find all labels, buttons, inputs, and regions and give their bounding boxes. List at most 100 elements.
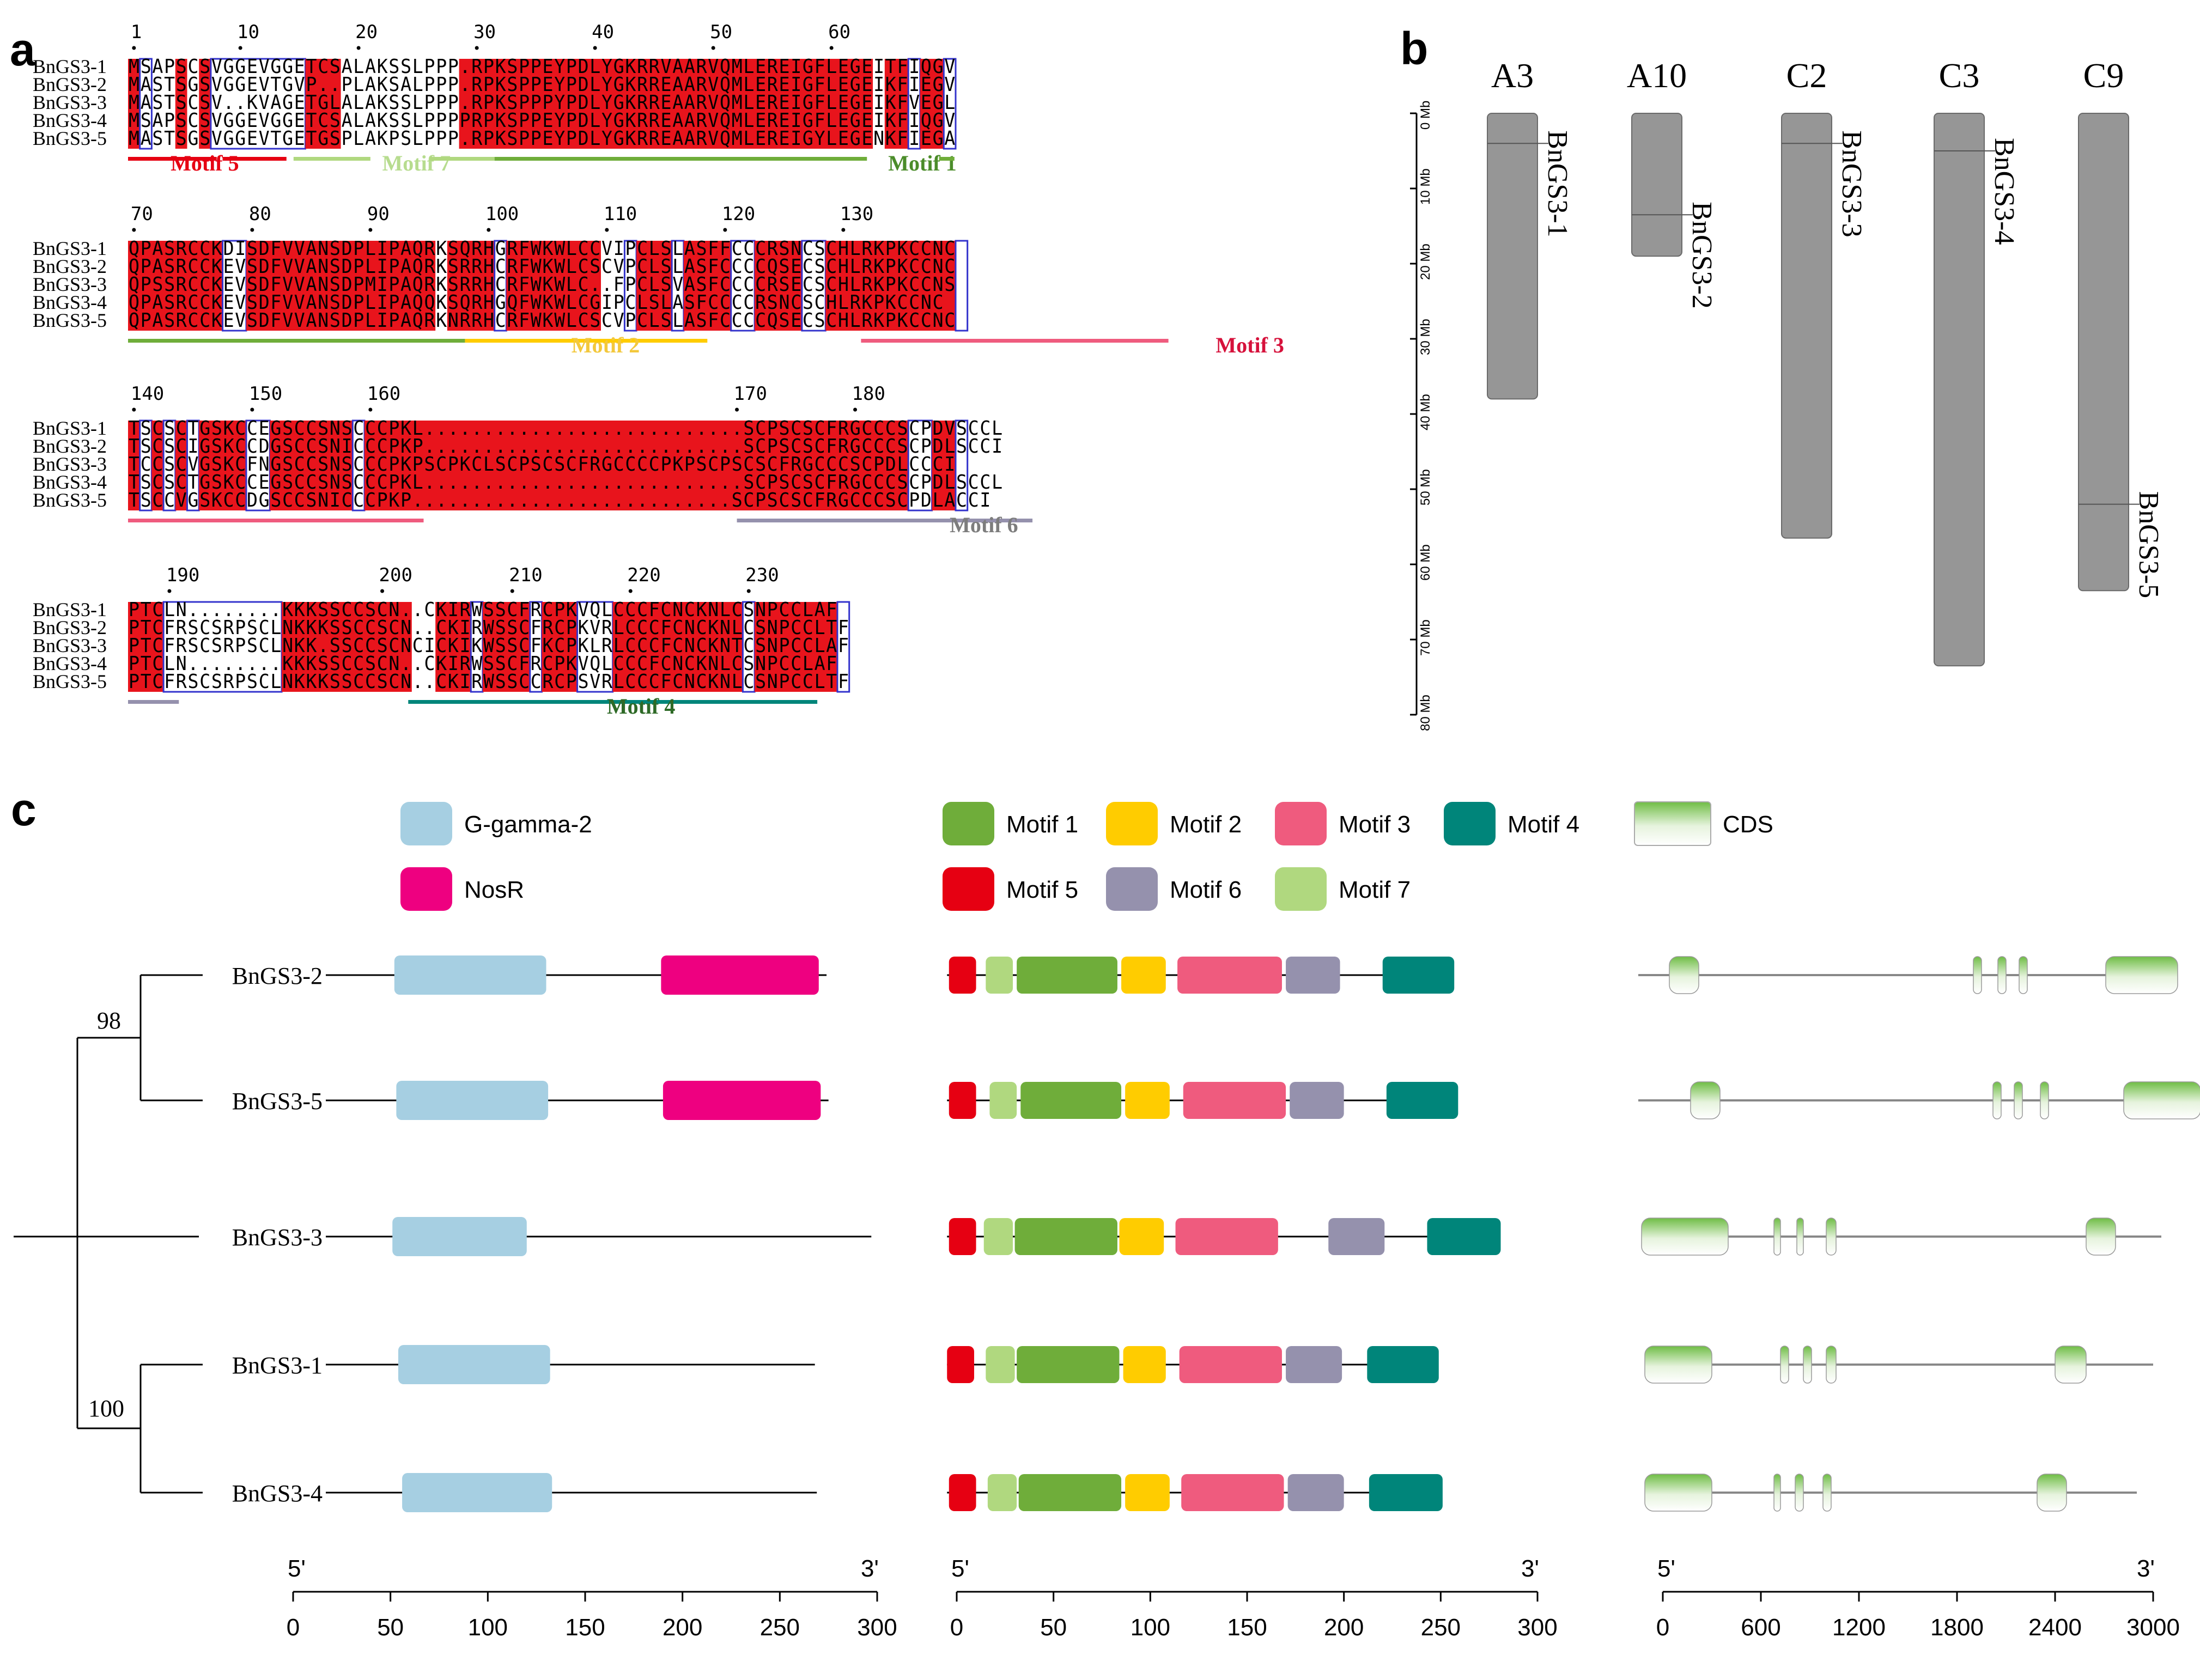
residue: V <box>188 453 199 476</box>
residue: C <box>306 435 317 458</box>
residue: S <box>141 56 151 78</box>
residue: P <box>353 273 364 296</box>
residue: S <box>199 56 210 78</box>
residue: Q <box>507 291 518 314</box>
residue: I <box>791 92 801 114</box>
residue: S <box>944 273 955 296</box>
residue: L <box>826 109 837 132</box>
residue: K <box>672 453 683 476</box>
residue: S <box>743 653 754 675</box>
residue: K <box>696 599 707 621</box>
residue: C <box>625 599 636 621</box>
residue: L <box>412 56 423 78</box>
residue: F <box>720 238 731 260</box>
residue: I <box>460 671 471 693</box>
residue: T <box>141 653 151 675</box>
residue: A <box>152 56 163 78</box>
residue: I <box>873 92 884 114</box>
residue: K <box>708 617 719 639</box>
residue: S <box>779 471 790 494</box>
residue: P <box>519 74 530 96</box>
cds-exon <box>2040 1081 2049 1119</box>
residue: P <box>129 653 139 675</box>
chromosome-label: C3 <box>1939 56 1980 95</box>
alignment-position-number: 80 <box>249 203 271 225</box>
residue: C <box>803 309 813 332</box>
residue: S <box>815 273 825 296</box>
conserved-column-block <box>175 59 187 149</box>
residue: H <box>483 238 494 260</box>
residue: C <box>791 617 801 639</box>
residue: I <box>909 109 920 132</box>
residue: F <box>897 74 908 96</box>
motif-underline-bar <box>293 157 370 161</box>
residue: C <box>755 255 766 278</box>
residue: C <box>235 435 246 458</box>
residue: W <box>471 599 482 621</box>
residue: K <box>211 238 222 260</box>
residue: C <box>365 671 376 693</box>
residue: S <box>247 238 258 260</box>
residue: K <box>294 617 305 639</box>
cds-exon <box>1795 1474 1804 1512</box>
cds-exon <box>1796 1218 1804 1256</box>
motif-box-m6 <box>1328 1218 1385 1255</box>
residue: . <box>495 471 506 494</box>
residue: N <box>767 671 778 693</box>
residue: S <box>377 617 388 639</box>
residue: K <box>294 671 305 693</box>
residue: E <box>259 471 270 494</box>
residue: A <box>152 309 163 332</box>
residue: K <box>318 671 329 693</box>
residue: S <box>507 127 518 150</box>
residue: G <box>838 489 849 512</box>
residue: P <box>625 273 636 296</box>
conserved-column-block <box>755 241 802 331</box>
residue: W <box>531 309 542 332</box>
residue: F <box>897 56 908 78</box>
residue: . <box>589 489 600 512</box>
residue: S <box>152 127 163 150</box>
residue: C <box>649 617 660 639</box>
residue: L <box>412 127 423 150</box>
residue: . <box>531 471 542 494</box>
residue: S <box>330 127 341 150</box>
residue: L <box>649 309 660 332</box>
residue: C <box>791 671 801 693</box>
residue: S <box>211 453 222 476</box>
residue: C <box>247 417 258 440</box>
conserved-column-block <box>128 602 164 692</box>
conserved-column-block <box>175 421 187 510</box>
residue: A <box>365 56 376 78</box>
scale-tick-label: 40 Mb <box>1418 394 1433 430</box>
axis-five-prime-label: 5' <box>951 1555 969 1582</box>
residue: C <box>885 471 896 494</box>
residue: S <box>696 255 707 278</box>
motif-underline-label: Motif 3 <box>1216 333 1284 357</box>
residue: C <box>861 453 872 476</box>
residue: S <box>318 453 329 476</box>
motif-underline-label: Motif 5 <box>171 151 239 175</box>
residue: I <box>791 109 801 132</box>
residue: S <box>377 635 388 657</box>
residue: C <box>353 453 364 476</box>
residue: S <box>767 489 778 512</box>
residue: T <box>164 92 175 114</box>
residue: . <box>507 417 518 440</box>
residue: S <box>247 309 258 332</box>
residue: P <box>388 255 399 278</box>
residue: I <box>992 435 1002 458</box>
residue: K <box>885 74 896 96</box>
residue: A <box>141 127 151 150</box>
residue: K <box>318 617 329 639</box>
residue: P <box>448 453 459 476</box>
residue: S <box>211 671 222 693</box>
residue: K <box>495 74 506 96</box>
residue: C <box>873 435 884 458</box>
residue: A <box>270 92 281 114</box>
residue: . <box>460 74 471 96</box>
residue: R <box>543 671 554 693</box>
residue: K <box>873 255 884 278</box>
residue: . <box>211 599 222 621</box>
